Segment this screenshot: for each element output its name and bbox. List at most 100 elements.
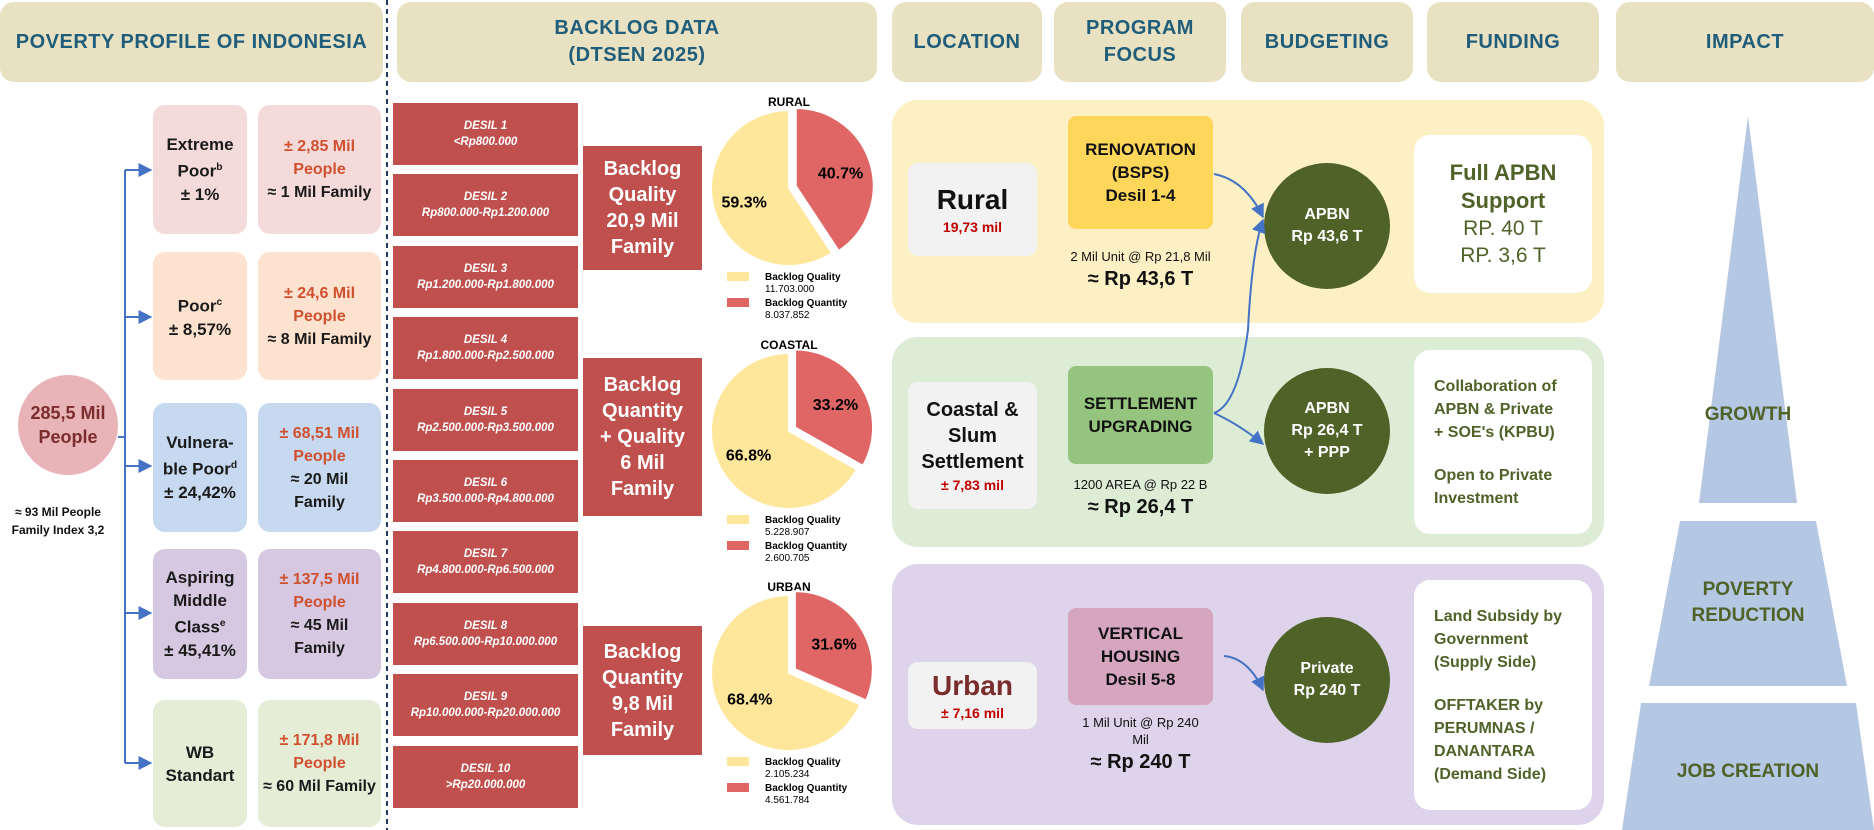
legend-count: 11.703.000 (765, 284, 815, 295)
desil: DESIL 1 <Rp800.000 (393, 103, 578, 165)
text: Family (610, 718, 675, 741)
location: Urban ± 7,16 mil (908, 662, 1037, 729)
pie-slice (710, 593, 862, 752)
header: BUDGETING (1241, 2, 1413, 82)
text: PERUMNAS / (1434, 719, 1535, 737)
text: (DTSEN 2025) (568, 44, 706, 66)
text: >Rp20.000.000 (445, 778, 526, 791)
text: Poor (177, 161, 217, 181)
pie-slice (794, 348, 875, 468)
group-count: ± 171,8 Mil People ≈ 60 Mil Family (258, 700, 381, 827)
text: d (230, 460, 238, 472)
location: Rural 19,73 mil (908, 163, 1037, 256)
pie-slice (793, 590, 874, 702)
impact-label: REDUCTION (1692, 605, 1805, 626)
header: IMPACT (1616, 2, 1874, 82)
text: Rp4.800.000-Rp6.500.000 (417, 564, 554, 577)
legend-count: 2.105.234 (765, 769, 810, 780)
desil: DESIL 8 Rp6.500.000-Rp10.000.000 (393, 602, 578, 665)
desil: DESIL 2 Rp800.000-Rp1.200.000 (393, 174, 578, 237)
text: ± 8,57% (168, 319, 232, 339)
legend-name: Backlog Quantity (765, 783, 848, 794)
text: (Demand Side) (1434, 765, 1547, 783)
legend-name: Backlog Quantity (765, 298, 848, 309)
text: Family (610, 478, 675, 500)
legend-name: Backlog Quality (765, 272, 841, 283)
text: ± 7,16 mil (941, 704, 1004, 721)
text: DESIL 2 (463, 191, 508, 204)
group-count: ± 2,85 Mil People ≈ 1 Mil Family (258, 105, 381, 234)
text: Poor (177, 296, 217, 316)
text: OFFTAKER by (1434, 696, 1544, 714)
label-line: Standart (166, 764, 235, 787)
program: SETTLEMENT UPGRADING (1068, 366, 1213, 464)
text: ± 137,5 Mil (279, 571, 360, 588)
text: + PPP (1304, 444, 1350, 461)
text: Rp1.800.000-Rp2.500.000 (417, 350, 554, 363)
funding-paragraph: OFFTAKER by PERUMNAS / DANANTARA (Demand Si… (1434, 694, 1546, 786)
backlog-group: Backlog Quality 20,9 Mil Family (583, 146, 702, 270)
text: RENOVATION (1085, 140, 1196, 159)
backlog-group: Backlog Quantity 9,8 Mil Family (583, 626, 702, 755)
pie-label: 40.7% (818, 166, 863, 183)
text: RP. 3,6 T (1460, 244, 1546, 267)
text: Quantity (601, 666, 684, 689)
header: POVERTY PROFILE OF INDONESIA (0, 2, 383, 82)
pie-slice (794, 106, 875, 253)
group-label: Aspiring Middle Classe ± 45,41% (153, 549, 247, 679)
text: 6 Mil (620, 452, 665, 474)
text: HOUSING (1100, 647, 1181, 666)
legend-swatch (727, 298, 749, 307)
text: ≈ 20 Mil (290, 470, 349, 488)
group-count: ± 137,5 Mil People ≈ 45 Mil Family (258, 549, 381, 679)
desil: DESIL 7 Rp4.800.000-Rp6.500.000 (393, 531, 578, 594)
detail: 1 Mil Unit @ Rp 240 Mil ≈ Rp 240 T (1048, 714, 1233, 774)
text: ≈ 93 Mil People (15, 505, 101, 519)
detail: 1200 AREA @ Rp 22 B ≈ Rp 26,4 T (1048, 476, 1233, 536)
detail: 2 Mil Unit @ Rp 21,8 Mil ≈ Rp 43,6 T (1048, 248, 1233, 308)
text: b (216, 162, 223, 174)
text: RP. 40 T (1463, 217, 1543, 240)
text: ± 1% (180, 184, 220, 204)
text: Backlog (603, 158, 682, 180)
legend-swatch (727, 783, 749, 792)
funding-paragraph: Collaboration of APBN & Private + SOE's (K… (1434, 375, 1557, 444)
label-line: Extreme (166, 133, 233, 156)
connectors (118, 163, 1266, 770)
text: FUNDING (1465, 30, 1561, 53)
text: Urban (932, 669, 1013, 701)
text: ble Poor (162, 459, 231, 479)
budget-circle: APBN Rp 43,6 T (1264, 163, 1390, 289)
text: Mil (1132, 732, 1149, 747)
text: BUDGETING (1264, 30, 1390, 53)
text: Rp2.500.000-Rp3.500.000 (417, 421, 554, 434)
text: ≈ 1 Mil Family (267, 184, 372, 201)
text: Rp1.200.000-Rp1.800.000 (417, 278, 554, 291)
pie-label: 33.2% (813, 397, 858, 414)
text: Family (294, 640, 345, 657)
legend-swatch (727, 515, 749, 524)
text: Private (1300, 660, 1354, 677)
budget-circle: Private Rp 240 T (1264, 617, 1390, 743)
legend-name: Backlog Quality (765, 515, 841, 526)
text: e (219, 618, 226, 630)
text: SETTLEMENT (1083, 394, 1198, 413)
text: DESIL 3 (463, 262, 508, 275)
legend-swatch (727, 272, 749, 281)
header: FUNDING (1427, 2, 1599, 82)
text: Rp800.000-Rp1.200.000 (421, 207, 550, 220)
header: LOCATION (892, 2, 1042, 82)
text: DESIL 9 (463, 691, 508, 704)
text: Middle (173, 591, 227, 611)
funding-paragraph: Land Subsidy by Government (Supply Side) (1434, 605, 1562, 674)
pie-label: 59.3% (721, 194, 766, 211)
text: Extreme (166, 135, 234, 155)
text: Collaboration of (1434, 377, 1557, 395)
text: Open to Private (1434, 466, 1553, 484)
total-circle: 285,5 Mil People (18, 375, 118, 475)
impact-label: GROWTH (1705, 404, 1792, 425)
text: ≈ Rp 240 T (1090, 751, 1191, 773)
text: Rp3.500.000-Rp4.800.000 (417, 493, 554, 505)
text: Family (294, 493, 345, 511)
